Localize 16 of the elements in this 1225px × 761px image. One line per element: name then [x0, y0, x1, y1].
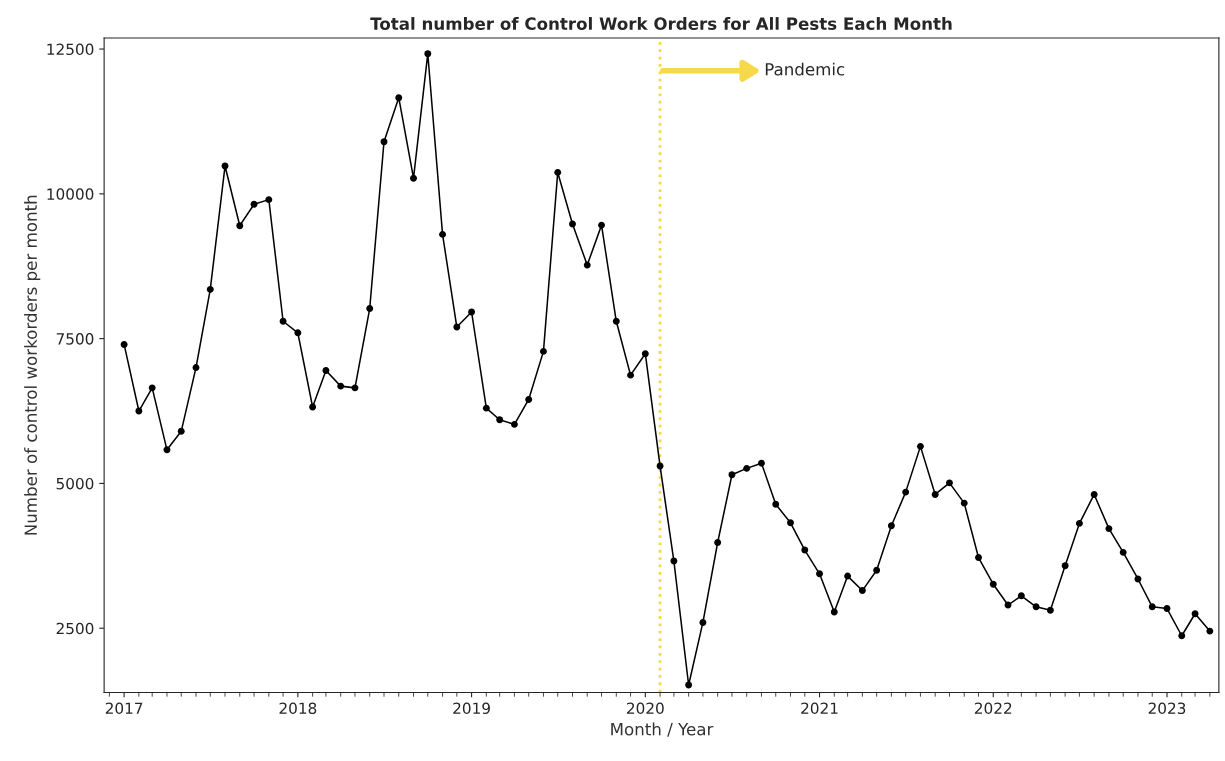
x-tick-label: 2022: [974, 702, 1012, 715]
x-tick-label: 2019: [453, 702, 490, 715]
x-tick-label: 2023: [1148, 702, 1186, 715]
y-tick-label: 7500: [56, 333, 94, 345]
y-tick-label: 5000: [56, 477, 94, 490]
chart-title: Total number of Control Work Orders for All Pests Each Month: [370, 17, 952, 30]
y-tick-label: 12500: [47, 43, 94, 56]
ref-line-label: Pandemic: [765, 62, 845, 76]
x-tick-label: 2020: [627, 702, 664, 715]
x-tick-label: 2017: [105, 702, 143, 715]
y-tick-label: 2500: [56, 622, 94, 635]
y-tick-label: 10000: [47, 188, 94, 200]
y-axis-title: Number of control workorders per month: [24, 195, 41, 535]
x-tick-label: 2021: [801, 702, 838, 715]
x-axis-title: Month / Year: [611, 722, 714, 737]
x-tick-label: 2018: [279, 702, 317, 715]
